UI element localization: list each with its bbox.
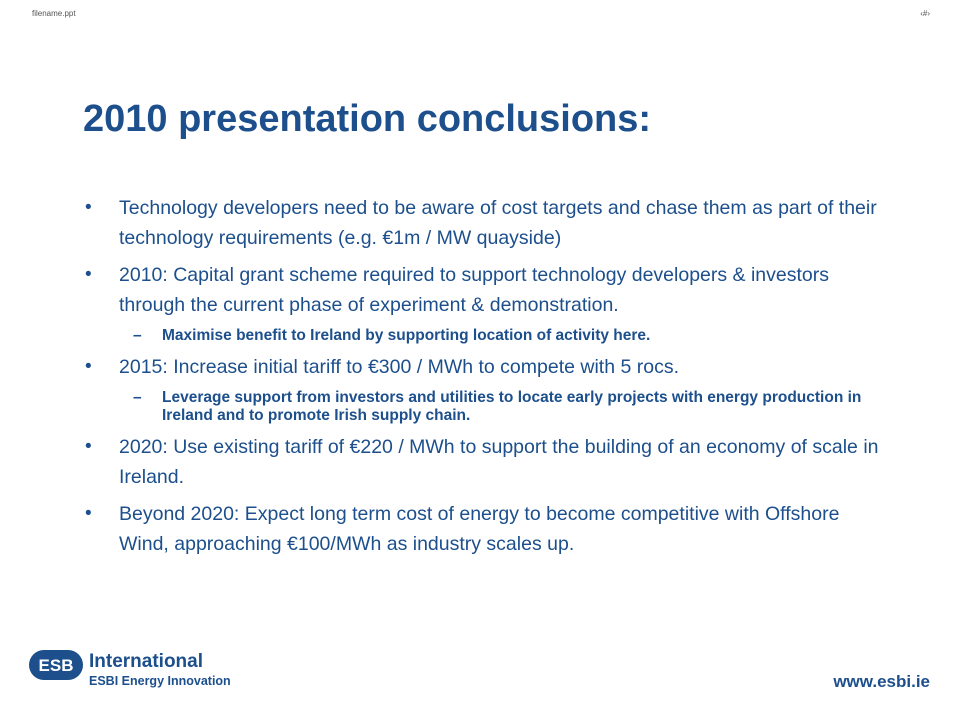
- bullet-text: 2020: Use existing tariff of €220 / MWh …: [119, 436, 879, 488]
- logo-subtitle: ESBI Energy Innovation: [89, 674, 231, 688]
- dash-icon: –: [133, 327, 142, 344]
- bullet-item: • 2010: Capital grant scheme required to…: [83, 260, 883, 320]
- bullet-icon: •: [85, 197, 92, 218]
- esb-logo-icon: ESB: [29, 650, 83, 680]
- esb-international-logo: ESB International ESBI Energy Innovation: [29, 648, 249, 692]
- bullet-icon: •: [85, 356, 92, 377]
- bullet-item: • 2015: Increase initial tariff to €300 …: [83, 352, 883, 382]
- bullet-list: • Technology developers need to be aware…: [83, 193, 883, 566]
- website-link[interactable]: www.esbi.ie: [833, 672, 930, 691]
- bullet-text: 2010: Capital grant scheme required to s…: [119, 264, 829, 316]
- bullet-icon: •: [85, 503, 92, 524]
- sub-bullet-text: Maximise benefit to Ireland by supportin…: [162, 327, 651, 344]
- bullet-item: • 2020: Use existing tariff of €220 / MW…: [83, 432, 883, 492]
- slide-title: 2010 presentation conclusions:: [83, 98, 652, 140]
- bullet-text: 2015: Increase initial tariff to €300 / …: [119, 356, 679, 378]
- bullet-text: Technology developers need to be aware o…: [119, 197, 877, 249]
- bullet-text: Beyond 2020: Expect long term cost of en…: [119, 503, 840, 555]
- dash-icon: –: [133, 389, 142, 406]
- sub-bullet-item: – Leverage support from investors and ut…: [83, 389, 883, 425]
- logo-mark-text: ESB: [39, 656, 74, 675]
- logo-international: International: [89, 651, 204, 672]
- filename-label: filename.ppt: [32, 9, 76, 18]
- sub-bullet-text: Leverage support from investors and util…: [162, 389, 862, 424]
- bullet-item: • Beyond 2020: Expect long term cost of …: [83, 499, 883, 559]
- bullet-icon: •: [85, 264, 92, 285]
- sub-bullet-item: – Maximise benefit to Ireland by support…: [83, 327, 883, 345]
- bullet-icon: •: [85, 436, 92, 457]
- bullet-item: • Technology developers need to be aware…: [83, 193, 883, 253]
- slide-number: ‹#›: [920, 9, 930, 18]
